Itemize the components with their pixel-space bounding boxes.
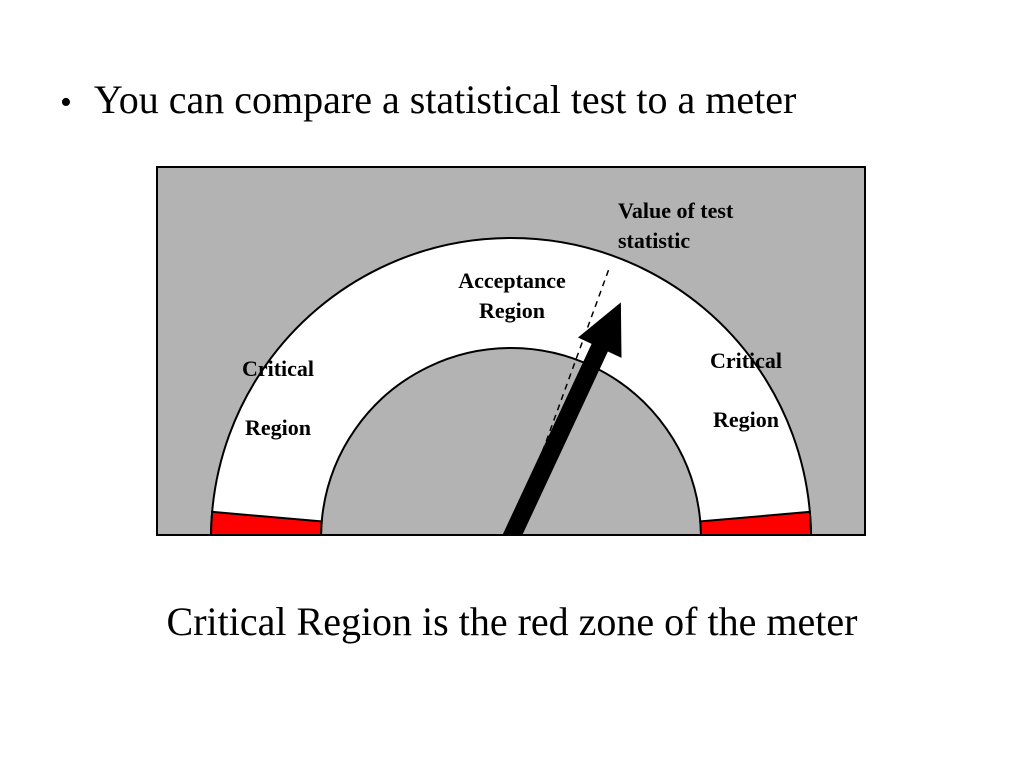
slide: • You can compare a statistical test to … (0, 0, 1024, 768)
bullet-marker: • (60, 86, 72, 120)
label-critical-region-left: CriticalRegion (218, 354, 338, 443)
label-text: AcceptanceRegion (458, 268, 566, 323)
label-critical-region-right: CriticalRegion (686, 346, 806, 435)
caption-text: Critical Region is the red zone of the m… (0, 598, 1024, 645)
bullet-item: • You can compare a statistical test to … (60, 78, 796, 122)
bullet-text: You can compare a statistical test to a … (94, 78, 796, 122)
label-text: CriticalRegion (242, 356, 314, 440)
label-value-of-test-statistic: Value of test statistic (618, 196, 798, 255)
label-text: Value of test statistic (618, 198, 733, 253)
label-acceptance-region: AcceptanceRegion (412, 266, 612, 325)
meter-panel: Value of test statistic AcceptanceRegion… (156, 166, 866, 536)
label-text: CriticalRegion (710, 348, 782, 432)
